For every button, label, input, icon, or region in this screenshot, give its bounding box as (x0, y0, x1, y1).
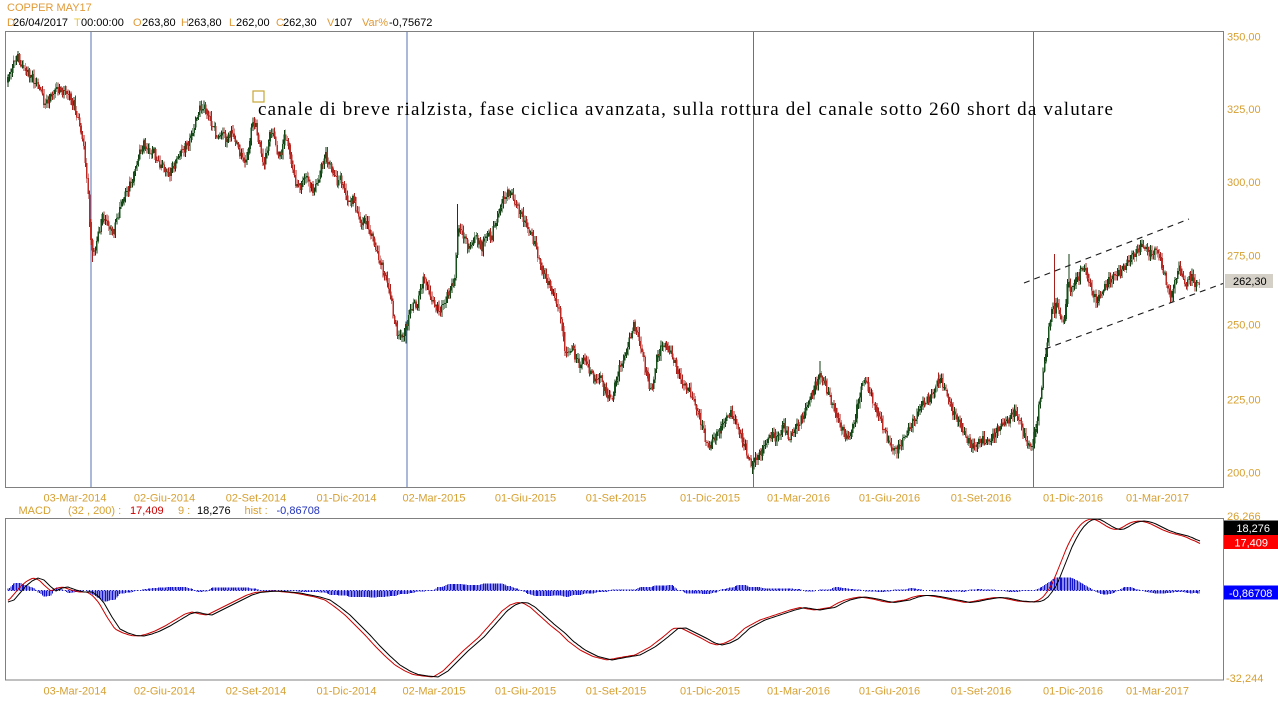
svg-text:02-Mar-2015: 02-Mar-2015 (403, 686, 466, 698)
svg-text:18,276: 18,276 (197, 505, 231, 517)
svg-text:01-Giu-2015: 01-Giu-2015 (495, 686, 556, 698)
svg-text:01-Giu-2016: 01-Giu-2016 (859, 686, 920, 698)
svg-text:350,00: 350,00 (1227, 31, 1261, 43)
svg-text:01-Mar-2016: 01-Mar-2016 (767, 686, 830, 698)
svg-text:200,00: 200,00 (1227, 468, 1261, 480)
svg-text:325,00: 325,00 (1227, 104, 1261, 116)
svg-text:01-Mar-2017: 01-Mar-2017 (1126, 493, 1189, 505)
svg-text:01-Dic-2016: 01-Dic-2016 (1043, 686, 1103, 698)
svg-text:01-Set-2016: 01-Set-2016 (951, 686, 1012, 698)
svg-text:02-Set-2014: 02-Set-2014 (226, 493, 287, 505)
svg-text:MACD: MACD (19, 505, 51, 517)
svg-text:02-Giu-2014: 02-Giu-2014 (134, 493, 195, 505)
svg-text:01-Dic-2014: 01-Dic-2014 (317, 686, 377, 698)
svg-text:01-Mar-2017: 01-Mar-2017 (1126, 686, 1189, 698)
svg-text:(32 , 200) :: (32 , 200) : (68, 505, 121, 517)
svg-text:300,00: 300,00 (1227, 177, 1261, 189)
svg-text:01-Dic-2016: 01-Dic-2016 (1043, 493, 1103, 505)
svg-text:hist :: hist : (245, 505, 268, 517)
svg-text:01-Dic-2014: 01-Dic-2014 (317, 493, 377, 505)
svg-text:02-Mar-2015: 02-Mar-2015 (403, 493, 466, 505)
svg-text:-0,86708: -0,86708 (1229, 588, 1272, 600)
svg-text:225,00: 225,00 (1227, 395, 1261, 407)
svg-text:26,266: 26,266 (1227, 511, 1261, 523)
svg-text:01-Giu-2015: 01-Giu-2015 (495, 493, 556, 505)
svg-text:01-Set-2015: 01-Set-2015 (586, 686, 647, 698)
svg-text:-32,244: -32,244 (1226, 673, 1263, 685)
svg-text:01-Dic-2015: 01-Dic-2015 (680, 686, 740, 698)
svg-text:-0,86708: -0,86708 (277, 505, 320, 517)
svg-text:275,00: 275,00 (1227, 250, 1261, 262)
svg-text:01-Mar-2016: 01-Mar-2016 (767, 493, 830, 505)
svg-text:01-Dic-2015: 01-Dic-2015 (680, 493, 740, 505)
svg-text:01-Set-2016: 01-Set-2016 (951, 493, 1012, 505)
svg-text:01-Giu-2016: 01-Giu-2016 (859, 493, 920, 505)
svg-text:03-Mar-2014: 03-Mar-2014 (44, 686, 107, 698)
svg-text:17,409: 17,409 (1234, 538, 1268, 550)
svg-text:02-Giu-2014: 02-Giu-2014 (134, 686, 195, 698)
svg-text:01-Set-2015: 01-Set-2015 (586, 493, 647, 505)
svg-text:250,00: 250,00 (1227, 320, 1261, 332)
svg-text:9 :: 9 : (178, 505, 190, 517)
svg-text:02-Set-2014: 02-Set-2014 (226, 686, 287, 698)
svg-text:17,409: 17,409 (130, 505, 164, 517)
svg-text:262,30: 262,30 (1233, 276, 1267, 288)
svg-text:03-Mar-2014: 03-Mar-2014 (44, 493, 107, 505)
svg-text:18,276: 18,276 (1236, 523, 1270, 535)
